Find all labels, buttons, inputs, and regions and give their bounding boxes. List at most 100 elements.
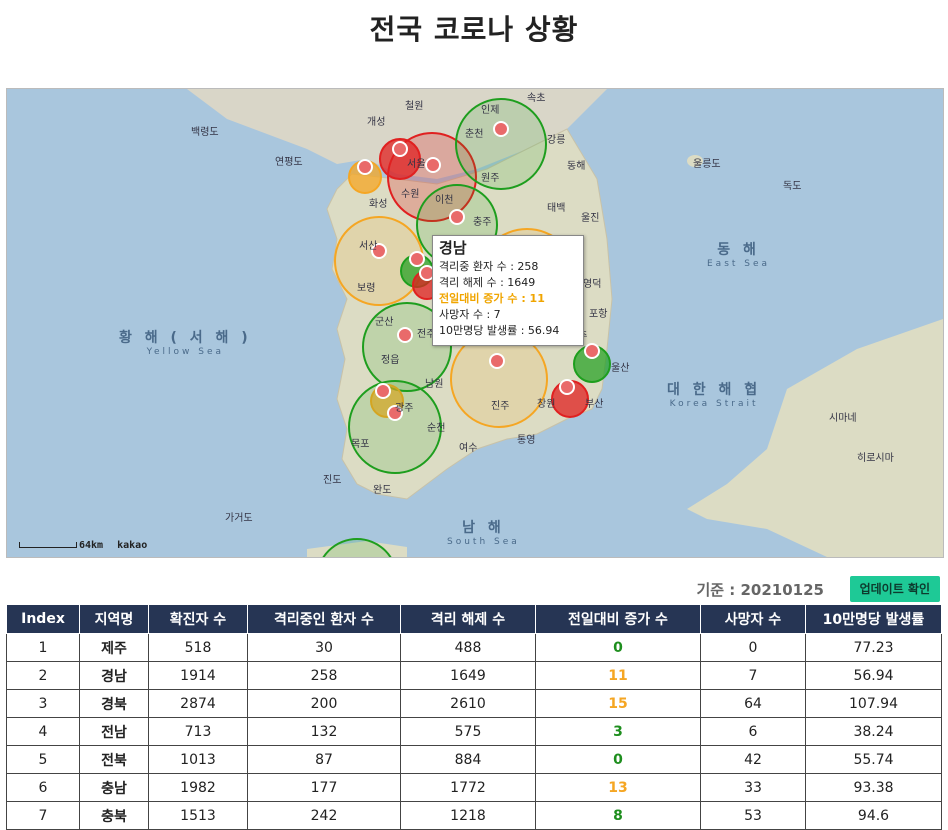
place-label: 화성 [369,199,388,210]
map-pin-icon[interactable] [489,353,505,369]
place-label: 남원 [425,379,444,390]
cell-index: 1 [6,633,80,662]
place-label: 충주 [473,217,492,228]
cell-confirmed: 1013 [148,745,248,774]
cell-index: 7 [6,801,80,830]
header-released: 격리 해제 수 [400,604,536,634]
cell-rate: 107.94 [805,689,942,718]
cell-isolated: 132 [247,717,401,746]
place-label: 군산 [375,317,394,328]
cell-rate: 93.38 [805,773,942,802]
page-title: 전국 코로나 상황 [369,13,579,46]
header-deaths: 사망자 수 [700,604,806,634]
circle-jeju[interactable] [317,538,397,557]
cell-region: 경북 [79,689,149,718]
covid-table: Index 지역명 확진자 수 격리중인 환자 수 격리 해제 수 전일대비 증… [6,604,942,830]
place-label: 가거도 [225,513,253,524]
cell-isolated: 30 [247,633,401,662]
basis-date: 기준 : 20210125 [696,581,824,599]
map-pin-icon[interactable] [357,159,373,175]
header-increase: 전일대비 증가 수 [535,604,701,634]
sea-label-yellow: 황 해 ( 서 해 ) Yellow Sea [119,330,252,357]
scale-label: 64km [79,540,104,551]
place-label: 연평도 [275,157,303,168]
place-label: 춘천 [465,129,484,140]
cell-confirmed: 1914 [148,661,248,690]
place-label: 진도 [323,475,342,486]
cell-region: 전남 [79,717,149,746]
map-pin-icon[interactable] [387,405,403,421]
cell-released: 1649 [400,661,536,690]
place-label: 순천 [427,423,446,434]
cell-deaths: 0 [700,633,806,662]
table-row: 1 제주 518 30 488 0 0 77.23 [6,633,942,662]
map-scale: 64km kakao [19,540,147,551]
cell-rate: 77.23 [805,633,942,662]
circle-jeonnam[interactable] [348,380,442,474]
place-label: 목포 [351,439,370,450]
cell-index: 3 [6,689,80,718]
place-label: 개성 [367,117,386,128]
header-confirmed: 확진자 수 [148,604,248,634]
place-label: 원주 [481,173,500,184]
sea-label-korea-strait: 대 한 해 협 Korea Strait [667,382,762,409]
tooltip-isolated: 격리중 환자 수 : 258 [439,260,539,273]
land-ulleungdo [687,155,703,167]
cell-confirmed: 2874 [148,689,248,718]
header-rate: 10만명당 발생률 [805,604,942,634]
place-label: 정읍 [381,355,400,366]
tooltip-increase: 전일대비 증가 수 : 11 [439,292,545,305]
land-north [187,89,607,179]
map-pin-icon[interactable] [425,157,441,173]
map-pin-icon[interactable] [392,141,408,157]
map-canvas [187,89,943,557]
cell-isolated: 200 [247,689,401,718]
table-row: 6 충남 1982 177 1772 13 33 93.38 [6,773,942,802]
place-label: 서울 [407,159,426,170]
table-body: 1 제주 518 30 488 0 0 77.23 2 경남 1914 258 1649 11 7 56.94… [6,633,942,830]
map-pin-icon[interactable] [397,327,413,343]
circle-jeonbuk[interactable] [362,302,452,392]
cell-region: 전북 [79,745,149,774]
cell-released: 1772 [400,773,536,802]
cell-region: 충북 [79,801,149,830]
basis-row: 기준 : 20210125 업데이트 확인 [0,574,942,604]
cell-confirmed: 713 [148,717,248,746]
map-pin-icon[interactable] [584,343,600,359]
cell-confirmed: 1982 [148,773,248,802]
cell-deaths: 64 [700,689,806,718]
place-label: 서산 [359,241,378,252]
tooltip-released: 격리 해제 수 : 1649 [439,276,536,289]
cell-rate: 38.24 [805,717,942,746]
cell-deaths: 53 [700,801,806,830]
cell-increase: 11 [535,661,701,690]
map-pin-icon[interactable] [493,121,509,137]
cell-isolated: 87 [247,745,401,774]
map-pin-icon[interactable] [371,243,387,259]
map-pin-icon[interactable] [559,379,575,395]
cell-rate: 56.94 [805,661,942,690]
cell-deaths: 7 [700,661,806,690]
circle-gangwon[interactable] [455,98,547,190]
tooltip-rate: 10만명당 발생률 : 56.94 [439,324,560,337]
cell-region: 경남 [79,661,149,690]
covid-map[interactable]: 황 해 ( 서 해 ) Yellow Sea 동 해 East Sea 대 한 해 … [6,88,944,558]
map-pin-icon[interactable] [449,209,465,225]
update-check-button[interactable]: 업데이트 확인 [849,576,940,602]
place-label: 속초 [527,93,546,104]
place-label: 철원 [405,101,424,112]
table-row: 4 전남 713 132 575 3 6 38.24 [6,717,942,746]
cell-released: 575 [400,717,536,746]
cell-increase: 8 [535,801,701,830]
map-pin-icon[interactable] [409,251,425,267]
circle-seoul-center[interactable] [379,138,421,180]
cell-increase: 0 [535,745,701,774]
land-jeju [307,541,407,557]
place-label: 히로시마 [857,453,894,464]
table-row: 3 경북 2874 200 2610 15 64 107.94 [6,689,942,718]
cell-region: 제주 [79,633,149,662]
map-pin-icon[interactable] [375,383,391,399]
map-pin-icons[interactable] [357,121,600,421]
place-label: 태백 [547,203,566,214]
cell-index: 6 [6,773,80,802]
